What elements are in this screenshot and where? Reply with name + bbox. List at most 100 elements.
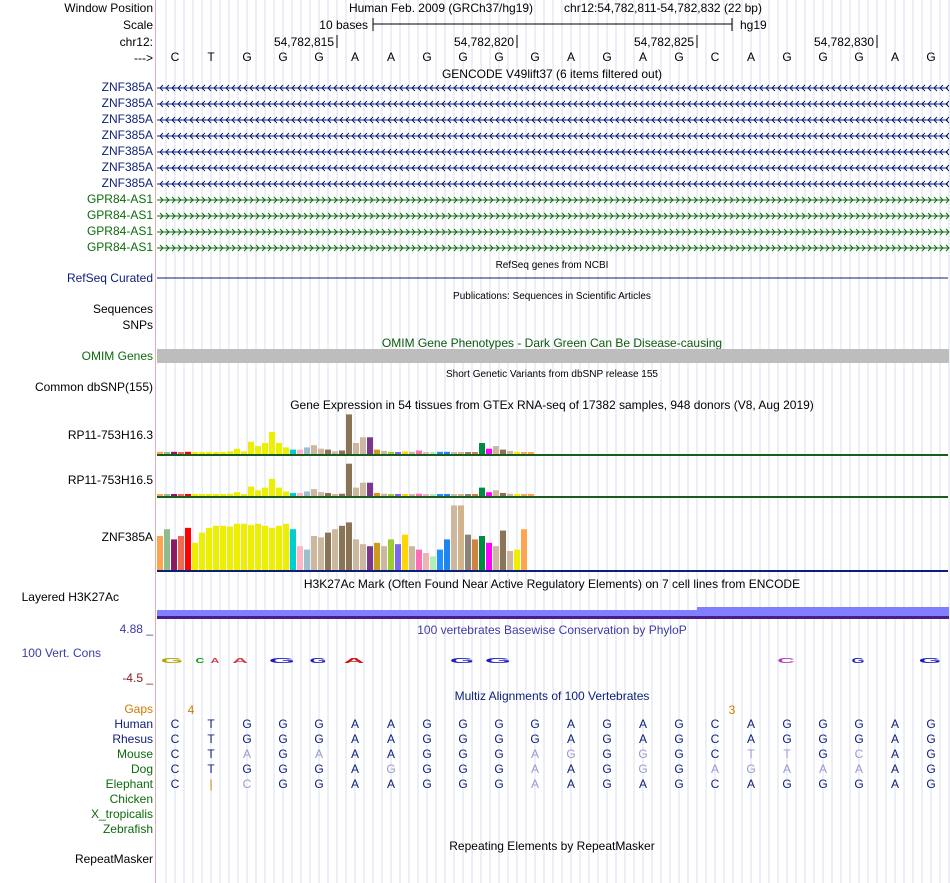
gtex-bar[interactable] <box>402 534 408 570</box>
gtex-bar[interactable] <box>416 549 422 570</box>
gtex-bar[interactable] <box>514 494 520 496</box>
gtex-bar[interactable] <box>402 451 408 454</box>
gtex-bar[interactable] <box>206 451 212 454</box>
gtex-bar[interactable] <box>234 523 240 570</box>
gene-label[interactable]: GPR84-AS1 <box>86 208 153 222</box>
gtex-bar[interactable] <box>374 449 380 454</box>
species-label[interactable]: Dog <box>130 762 153 776</box>
gtex-bar[interactable] <box>213 494 219 496</box>
gtex-bar[interactable] <box>248 525 254 570</box>
vert-cons-label[interactable]: 100 Vert. Cons <box>21 646 101 660</box>
gtex-bar[interactable] <box>444 494 450 496</box>
gtex-bar[interactable] <box>493 546 499 570</box>
gtex-bar[interactable] <box>220 494 226 496</box>
gtex-bar[interactable] <box>157 494 163 496</box>
gtex-bar[interactable] <box>269 478 275 496</box>
gtex-bar[interactable] <box>395 544 401 570</box>
gtex-bar[interactable] <box>192 542 198 570</box>
gtex-bar[interactable] <box>360 544 366 570</box>
gtex-bar[interactable] <box>381 450 387 454</box>
gtex-bar[interactable] <box>444 451 450 454</box>
gtex-bar[interactable] <box>367 482 373 496</box>
window-position-label[interactable]: Window Position <box>64 1 153 15</box>
gtex-bar[interactable] <box>185 527 191 570</box>
gtex-bar[interactable] <box>409 451 415 454</box>
gtex-gene-label[interactable]: RP11-753H16.5 <box>67 473 153 487</box>
gtex-bars[interactable] <box>157 414 534 570</box>
gtex-bar[interactable] <box>507 550 513 570</box>
species-label[interactable]: Chicken <box>109 792 153 806</box>
gtex-bar[interactable] <box>304 491 310 496</box>
gene-label[interactable]: ZNF385A <box>101 176 153 190</box>
gene-label[interactable]: GPR84-AS1 <box>86 224 153 238</box>
gtex-bar[interactable] <box>325 532 331 570</box>
gtex-bar[interactable] <box>493 490 499 496</box>
gtex-bar[interactable] <box>255 446 261 454</box>
gene-label[interactable]: ZNF385A <box>101 80 153 94</box>
gtex-bar[interactable] <box>458 494 464 496</box>
gtex-bar[interactable] <box>416 493 422 496</box>
gaps-label[interactable]: Gaps <box>124 702 153 716</box>
species-label[interactable]: X_tropicalis <box>90 807 153 821</box>
species-label[interactable]: Zebrafish <box>102 822 153 836</box>
gtex-bar[interactable] <box>227 526 233 570</box>
gtex-bar[interactable] <box>339 450 345 454</box>
gtex-bar[interactable] <box>164 494 170 496</box>
gtex-bar[interactable] <box>486 492 492 496</box>
gtex-bar[interactable] <box>388 451 394 454</box>
gene-label[interactable]: GPR84-AS1 <box>86 240 153 254</box>
gtex-bar[interactable] <box>346 522 352 570</box>
gtex-bar[interactable] <box>297 492 303 496</box>
gtex-bar[interactable] <box>192 494 198 496</box>
gtex-bar[interactable] <box>325 449 331 454</box>
gene-row[interactable] <box>157 100 950 108</box>
gtex-bar[interactable] <box>332 451 338 454</box>
omim-bar[interactable] <box>157 349 949 363</box>
chrom-label[interactable]: chr12: <box>119 35 153 49</box>
gtex-bar[interactable] <box>318 448 324 454</box>
gtex-bar[interactable] <box>353 487 359 496</box>
gtex-bar[interactable] <box>227 451 233 454</box>
gtex-bar[interactable] <box>283 523 289 570</box>
gtex-bar[interactable] <box>276 487 282 496</box>
gtex-bar[interactable] <box>157 536 163 570</box>
gtex-bar[interactable] <box>430 494 436 496</box>
gtex-bar[interactable] <box>297 546 303 570</box>
gtex-bar[interactable] <box>318 492 324 496</box>
gtex-bar[interactable] <box>353 443 359 454</box>
gtex-bar[interactable] <box>255 490 261 496</box>
gtex-bar[interactable] <box>199 532 205 570</box>
gtex-bar[interactable] <box>220 525 226 570</box>
gtex-bar[interactable] <box>276 443 282 454</box>
species-label[interactable]: Human <box>114 717 153 731</box>
gtex-bar[interactable] <box>346 414 352 454</box>
gtex-bar[interactable] <box>451 494 457 496</box>
gtex-bar[interactable] <box>178 452 184 454</box>
gtex-bar[interactable] <box>353 539 359 570</box>
gtex-bar[interactable] <box>423 452 429 454</box>
gtex-bar[interactable] <box>430 451 436 454</box>
gtex-bar[interactable] <box>381 546 387 570</box>
gtex-bar[interactable] <box>171 494 177 496</box>
gtex-bar[interactable] <box>514 549 520 570</box>
gtex-bar[interactable] <box>234 448 240 454</box>
gene-tracks[interactable] <box>157 84 950 252</box>
gtex-bar[interactable] <box>227 493 233 496</box>
gene-row[interactable] <box>157 132 950 140</box>
gtex-bar[interactable] <box>311 536 317 570</box>
gtex-bar[interactable] <box>262 525 268 570</box>
gtex-gene-label[interactable]: ZNF385A <box>101 530 153 544</box>
gtex-bar[interactable] <box>360 482 366 496</box>
species-label[interactable]: Elephant <box>105 777 153 791</box>
gtex-bar[interactable] <box>416 450 422 454</box>
gtex-bar[interactable] <box>374 542 380 570</box>
gtex-bar[interactable] <box>262 487 268 496</box>
gtex-bar[interactable] <box>332 529 338 570</box>
gtex-bar[interactable] <box>528 494 534 496</box>
gtex-bar[interactable] <box>458 452 464 454</box>
gtex-bar[interactable] <box>409 546 415 570</box>
gtex-bar[interactable] <box>430 556 436 570</box>
gene-label[interactable]: ZNF385A <box>101 144 153 158</box>
gtex-bar[interactable] <box>241 494 247 496</box>
gtex-bar[interactable] <box>395 494 401 496</box>
